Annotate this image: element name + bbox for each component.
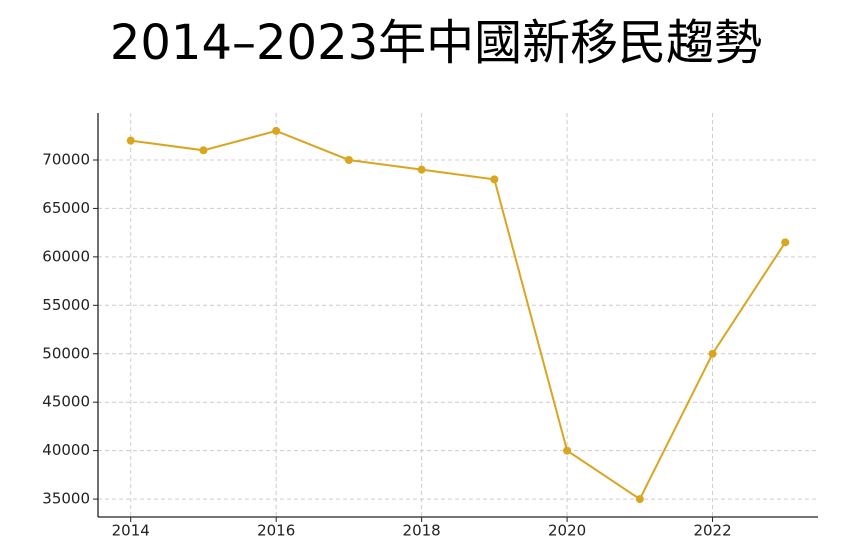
y-tick-label: 45000	[42, 393, 90, 411]
point	[563, 446, 572, 455]
x-tick-label: 2014	[112, 522, 150, 540]
line	[130, 129, 787, 501]
point	[635, 495, 644, 504]
point	[490, 175, 499, 184]
point	[417, 165, 426, 174]
x-tick-label: 2020	[548, 522, 586, 540]
x-tick-label: 2022	[693, 522, 731, 540]
y-tick-label: 50000	[42, 344, 90, 362]
point	[199, 146, 208, 155]
point	[708, 349, 717, 358]
point	[344, 155, 353, 164]
y-tick-label: 65000	[42, 199, 90, 217]
point	[126, 136, 135, 145]
point	[272, 126, 281, 135]
y-tick-label: 55000	[42, 296, 90, 314]
chart-title: 2014–2023年中國新移民趨勢	[110, 15, 762, 71]
x-tick-label: 2018	[403, 522, 441, 540]
y-tick-label: 40000	[42, 441, 90, 459]
y-tick-label: 60000	[42, 247, 90, 265]
y-tick-label: 35000	[42, 490, 90, 508]
x-tick-label: 2016	[257, 522, 295, 540]
point	[781, 238, 790, 247]
y-tick-label: 70000	[42, 150, 90, 168]
